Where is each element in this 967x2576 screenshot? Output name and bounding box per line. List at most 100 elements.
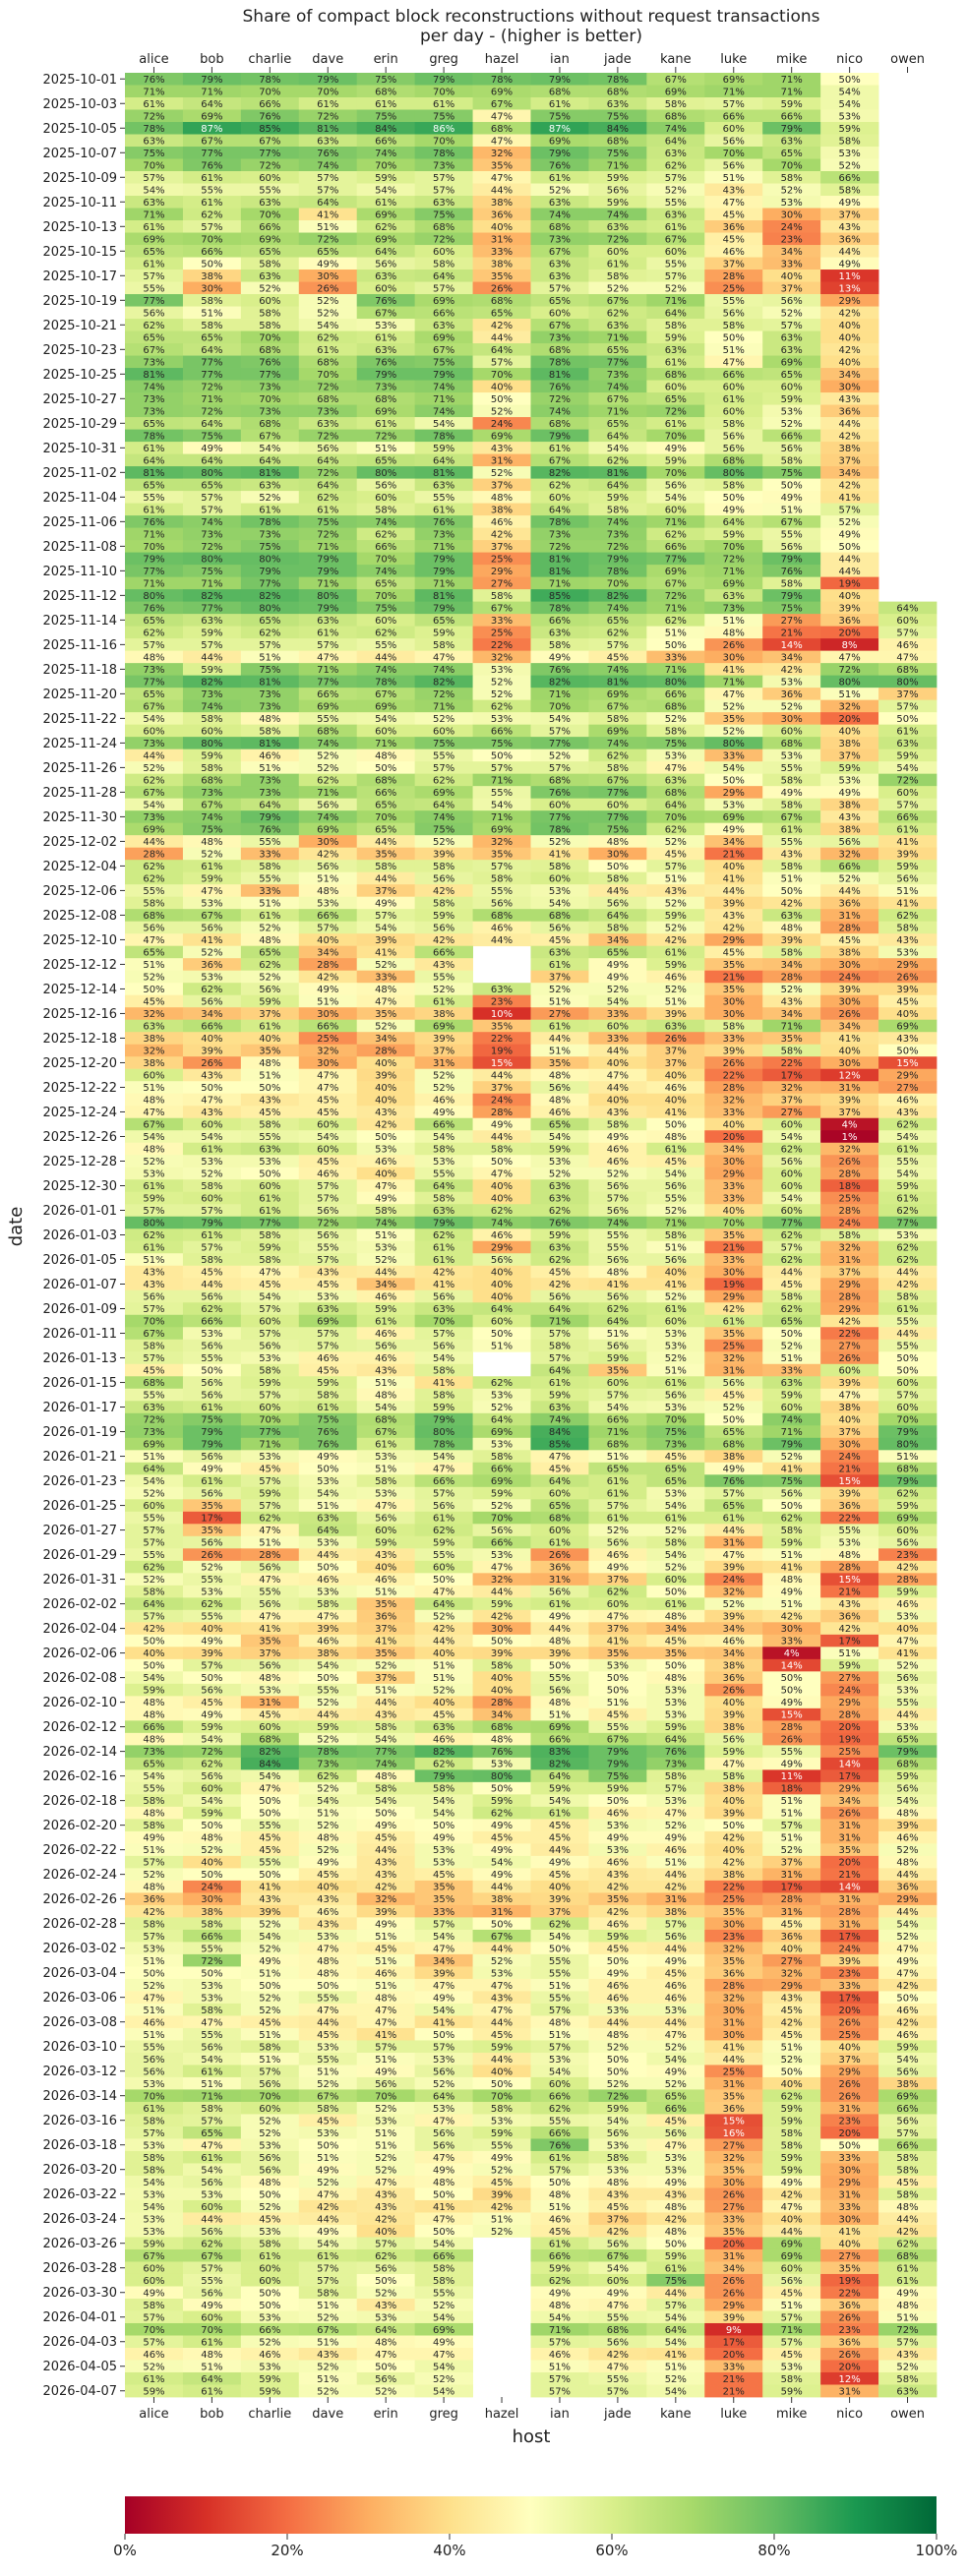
cell-value-label: 42% (896, 1981, 918, 1992)
cell-value-label: 61% (607, 1476, 629, 1487)
cell-value-label: 70% (143, 1317, 164, 1328)
cell-value-label: 59% (549, 1391, 571, 1402)
cell-value-label: 26% (781, 1735, 803, 1746)
cell-value-label: 44% (607, 2017, 629, 2028)
cell-value-label: 57% (143, 640, 164, 651)
cell-value-label: 56% (665, 1181, 687, 1192)
cell-value-label: 56% (259, 2079, 280, 2090)
cell-value-label: 55% (259, 185, 280, 196)
cell-value-label: 54% (607, 997, 629, 1008)
cell-value-label: 65% (143, 419, 164, 430)
cell-value-label: 56% (433, 1292, 454, 1303)
cell-value-label: 29% (838, 1280, 860, 1290)
cell-value-label: 35% (607, 1366, 629, 1377)
cell-value-label: 66% (491, 726, 513, 737)
cell-value-label: 56% (259, 1563, 280, 1574)
cell-value-label: 31% (838, 1919, 860, 1930)
cell-value-label: 59% (781, 1391, 803, 1402)
cell-value-label: 48% (665, 1673, 687, 1684)
cell-value-label: 57% (607, 1194, 629, 1205)
cell-value-label: 55% (143, 283, 164, 294)
cell-value-label: 58% (896, 2153, 918, 2164)
cell-value-label: 42% (723, 1304, 745, 1315)
cell-value-label: 62% (549, 1255, 571, 1266)
cell-value-label: 50% (607, 2067, 629, 2077)
cell-value-label: 58% (665, 1771, 687, 1782)
cell-value-label: 50% (665, 1120, 687, 1131)
cell-value-label: 46% (317, 1907, 338, 1918)
cell-value-label: 73% (607, 529, 629, 540)
cell-value-label: 61% (665, 357, 687, 368)
cell-value-label: 54% (896, 1919, 918, 1930)
cell-value-label: 56% (781, 296, 803, 307)
cell-value-label: 51% (259, 1538, 280, 1549)
cell-value-label: 53% (607, 2140, 629, 2151)
cell-value-label: 56% (201, 1292, 222, 1303)
cell-value-label: 48% (896, 2301, 918, 2311)
cell-value-label: 75% (433, 825, 454, 836)
cell-value-label: 63% (549, 1181, 571, 1192)
cell-value-label: 32% (491, 837, 513, 848)
cell-value-label: 49% (781, 788, 803, 799)
cell-value-label: 63% (549, 948, 571, 959)
cell-value-label: 71% (665, 517, 687, 528)
cell-value-label: 56% (201, 997, 222, 1008)
cell-value-label: 64% (665, 136, 687, 147)
cell-value-label: 58% (433, 1194, 454, 1205)
cell-value-label: 66% (838, 173, 860, 184)
cell-value-label: 56% (201, 1378, 222, 1389)
cell-value-label: 73% (259, 776, 280, 787)
cell-value-label: 43% (375, 1108, 396, 1118)
cell-value-label: 38% (723, 1661, 745, 1672)
cell-value-label: 25% (838, 1194, 860, 1205)
cell-value-label: 54% (317, 321, 338, 331)
cell-value-label: 62% (259, 628, 280, 638)
cell-value-label: 50% (781, 1329, 803, 1340)
cell-value-label: 68% (491, 1722, 513, 1733)
cell-value-label: 29% (838, 296, 860, 307)
cell-value-label: 51% (143, 1452, 164, 1463)
cell-value-label: 31% (433, 1058, 454, 1069)
cell-value-label: 50% (491, 1919, 513, 1930)
cell-value-label: 68% (491, 124, 513, 135)
cell-value-label: 61% (317, 505, 338, 515)
cell-value-label: 57% (317, 173, 338, 184)
cell-value-label: 44% (549, 1845, 571, 1856)
cell-value-label: 47% (375, 997, 396, 1008)
cell-value-label: 77% (201, 357, 222, 368)
cell-value-label: 52% (433, 714, 454, 725)
cell-value-label: 55% (896, 1342, 918, 1352)
cell-value-label: 43% (375, 2301, 396, 2311)
cell-value-label: 66% (375, 542, 396, 553)
cell-value-label: 54% (259, 444, 280, 454)
cell-value-label: 32% (143, 1009, 164, 1020)
cell-value-label: 47% (723, 198, 745, 209)
cell-value-label: 62% (896, 2239, 918, 2249)
cell-value-label: 61% (781, 825, 803, 836)
cell-value-label: 51% (723, 616, 745, 627)
cell-value-label: 82% (201, 677, 222, 688)
cell-value-label: 42% (549, 1280, 571, 1290)
cell-value-label: 66% (896, 812, 918, 823)
cell-value-label: 76% (665, 1747, 687, 1758)
cell-value-label: 48% (433, 2178, 454, 2188)
cell-value-label: 57% (201, 1243, 222, 1254)
cell-value-label: 64% (433, 2091, 454, 2102)
cell-value-label: 61% (433, 1514, 454, 1525)
cell-value-label: 55% (838, 1526, 860, 1536)
cell-value-label: 68% (375, 394, 396, 405)
cell-value-label: 70% (665, 1415, 687, 1426)
cell-value-label: 58% (781, 1526, 803, 1536)
cell-value-label: 65% (201, 2128, 222, 2139)
cell-value-label: 45% (607, 2202, 629, 2213)
cell-value-label: 59% (433, 1538, 454, 1549)
cell-value-label: 51% (549, 1047, 571, 1057)
cell-value-label: 64% (491, 1304, 513, 1315)
cell-value-label: 27% (838, 1342, 860, 1352)
cell-value-label: 52% (201, 1845, 222, 1856)
cell-value-label: 49% (607, 2288, 629, 2299)
cell-value-label: 71% (201, 394, 222, 405)
cell-value-label: 64% (201, 419, 222, 430)
cell-value-label: 44% (201, 652, 222, 663)
cell-value-label: 55% (259, 837, 280, 848)
